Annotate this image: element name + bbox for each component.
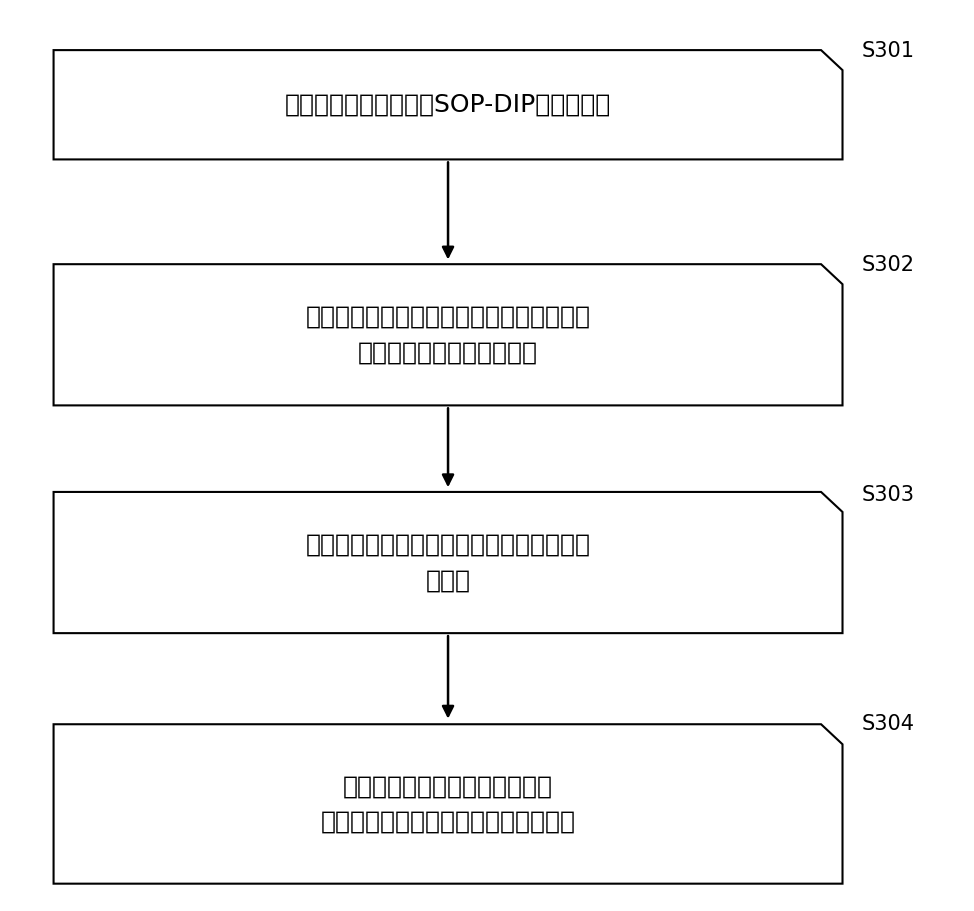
- Text: 通过万用表读取计量芯片测量电路中的所述
待测计量芯片的基准电压值: 通过万用表读取计量芯片测量电路中的所述 待测计量芯片的基准电压值: [306, 305, 590, 364]
- Polygon shape: [54, 50, 843, 159]
- Text: S304: S304: [862, 714, 915, 734]
- Text: 判断所述差值是否大于误差值；
如果是，则所述计量芯片的性能异常。: 判断所述差值是否大于误差值； 如果是，则所述计量芯片的性能异常。: [320, 774, 576, 834]
- Text: S302: S302: [862, 255, 915, 275]
- Text: S303: S303: [862, 485, 915, 505]
- Text: 计算参考基准电压值与所述基准电压值之间
的差值: 计算参考基准电压值与所述基准电压值之间 的差值: [306, 533, 590, 592]
- Text: S301: S301: [862, 41, 915, 61]
- Polygon shape: [54, 264, 843, 405]
- Polygon shape: [54, 492, 843, 633]
- Text: 将待测计量芯片贴置于SOP-DIP转换器表面: 将待测计量芯片贴置于SOP-DIP转换器表面: [285, 93, 611, 117]
- Polygon shape: [54, 724, 843, 884]
